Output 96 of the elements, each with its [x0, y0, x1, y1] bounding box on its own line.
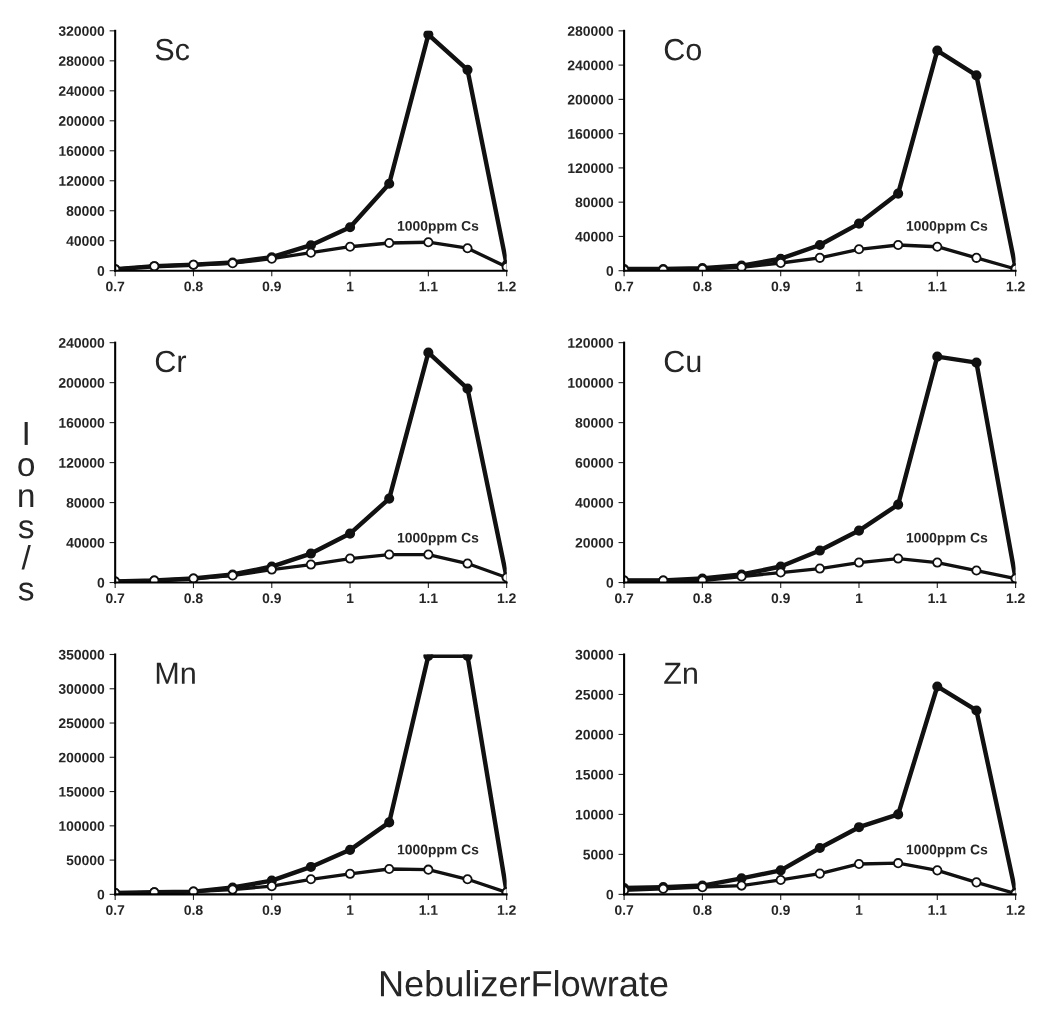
- x-tick-label: 1.1: [419, 905, 438, 915]
- x-tick-label: 0.7: [615, 593, 634, 604]
- x-tick-label: 0.8: [184, 905, 203, 915]
- y-tick-label: 150000: [59, 786, 105, 797]
- x-tick-label: 1.2: [1006, 905, 1025, 915]
- x-tick-label: 1.1: [419, 281, 438, 292]
- chart-title: Mn: [156, 662, 195, 684]
- x-tick-label: 0.8: [184, 281, 203, 292]
- y-tick-label: 100000: [59, 821, 105, 831]
- y-tick-label: 20000: [575, 729, 614, 740]
- y-tick-label: 0: [97, 577, 105, 588]
- x-tick-label: 1.1: [928, 281, 947, 292]
- x-tick-label: 0.7: [615, 281, 634, 292]
- y-tick-label: 0: [606, 889, 614, 900]
- y-tick-label: 20000: [575, 537, 614, 548]
- x-tick-label: 0.7: [106, 905, 125, 915]
- chart-title: Co: [664, 38, 702, 61]
- x-tick-label: 1: [347, 593, 354, 604]
- annotation: 1000ppm Cs: [906, 532, 988, 546]
- x-tick-label: 1.1: [928, 905, 947, 915]
- x-tick-label: 1.2: [497, 905, 516, 915]
- x-tick-label: 0.8: [693, 593, 712, 604]
- x-tick-label: 1: [347, 905, 354, 915]
- y-tick-label: 200000: [58, 116, 105, 126]
- y-tick-label: 0: [606, 577, 614, 588]
- chart-title: Sc: [155, 38, 190, 61]
- x-tick-label: 0.9: [771, 905, 790, 915]
- chart-title: Cr: [155, 350, 187, 373]
- y-tick-label: 10000: [575, 809, 614, 820]
- x-tick-label: 1.2: [1006, 593, 1025, 604]
- x-tick-label: 1: [856, 905, 863, 915]
- y-tick-label: 40000: [575, 497, 614, 508]
- y-tick-label: 0: [97, 889, 105, 900]
- x-tick-label: 0.8: [184, 593, 203, 604]
- y-tick-label: 25000: [575, 689, 614, 700]
- x-tick-label: 0.8: [693, 281, 712, 292]
- annotation: 1000ppm Cs: [906, 844, 988, 858]
- y-tick-label: 40000: [66, 537, 105, 548]
- y-tick-label: 250000: [58, 718, 105, 729]
- x-axis-title: NebulizerFlowrate: [380, 970, 668, 997]
- x-tick-label: 0.8: [693, 905, 712, 915]
- x-tick-label: 0.9: [262, 281, 281, 292]
- y-tick-label: 320000: [58, 26, 105, 37]
- y-axis-title: Ions/s: [18, 422, 35, 601]
- x-tick-label: 0.7: [615, 905, 634, 915]
- x-tick-label: 0.9: [262, 905, 281, 915]
- annotation: 1000ppm Cs: [397, 844, 479, 858]
- y-tick-label: 300000: [58, 684, 105, 694]
- y-tick-label: 350000: [58, 649, 105, 660]
- x-tick-label: 0.9: [771, 281, 790, 292]
- x-tick-label: 0.9: [771, 593, 790, 604]
- y-tick-label: 80000: [575, 417, 614, 428]
- y-tick-label: 80000: [66, 497, 105, 508]
- x-tick-label: 1: [856, 281, 863, 292]
- y-tick-label: 30000: [575, 649, 614, 660]
- x-tick-label: 1: [347, 281, 354, 292]
- x-tick-label: 1.1: [928, 593, 947, 604]
- y-tick-label: 280000: [567, 26, 614, 37]
- y-tick-label: 80000: [66, 206, 105, 216]
- chart-title: Zn: [664, 662, 697, 684]
- x-tick-label: 1.2: [1006, 281, 1025, 292]
- y-tick-label: 200000: [567, 94, 614, 105]
- chart-title: Cu: [664, 350, 701, 373]
- y-tick-label: 120000: [59, 457, 105, 468]
- x-tick-label: 1.2: [497, 593, 516, 604]
- y-tick-label: 50000: [66, 855, 105, 866]
- y-tick-label: 240000: [58, 86, 105, 96]
- x-tick-label: 1.2: [497, 281, 516, 292]
- y-tick-label: 240000: [58, 338, 105, 348]
- y-tick-label: 40000: [66, 236, 105, 246]
- y-tick-label: 160000: [59, 417, 105, 428]
- y-tick-label: 100000: [568, 377, 614, 388]
- annotation: 1000ppm Cs: [906, 220, 988, 234]
- y-tick-label: 80000: [575, 197, 614, 208]
- x-tick-label: 1: [856, 593, 863, 604]
- y-tick-label: 160000: [59, 146, 105, 156]
- y-tick-label: 0: [606, 266, 614, 276]
- y-tick-label: 240000: [567, 60, 614, 71]
- annotation: 1000ppm Cs: [397, 220, 479, 234]
- annotation: 1000ppm Cs: [397, 532, 479, 546]
- y-tick-label: 60000: [575, 457, 614, 468]
- y-tick-label: 120000: [568, 163, 614, 174]
- y-tick-label: 120000: [568, 338, 614, 348]
- y-tick-label: 200000: [58, 377, 105, 388]
- y-tick-label: 200000: [58, 752, 105, 763]
- x-tick-label: 0.9: [262, 593, 281, 604]
- x-tick-label: 0.7: [106, 281, 125, 292]
- x-tick-label: 0.7: [106, 593, 125, 604]
- y-tick-label: 40000: [575, 231, 614, 242]
- x-tick-label: 1.1: [419, 593, 438, 604]
- y-tick-label: 120000: [59, 176, 105, 186]
- y-tick-label: 15000: [575, 769, 614, 780]
- y-tick-label: 5000: [583, 849, 614, 860]
- y-tick-label: 160000: [568, 128, 614, 139]
- y-tick-label: 0: [97, 266, 105, 276]
- y-tick-label: 280000: [58, 56, 105, 66]
